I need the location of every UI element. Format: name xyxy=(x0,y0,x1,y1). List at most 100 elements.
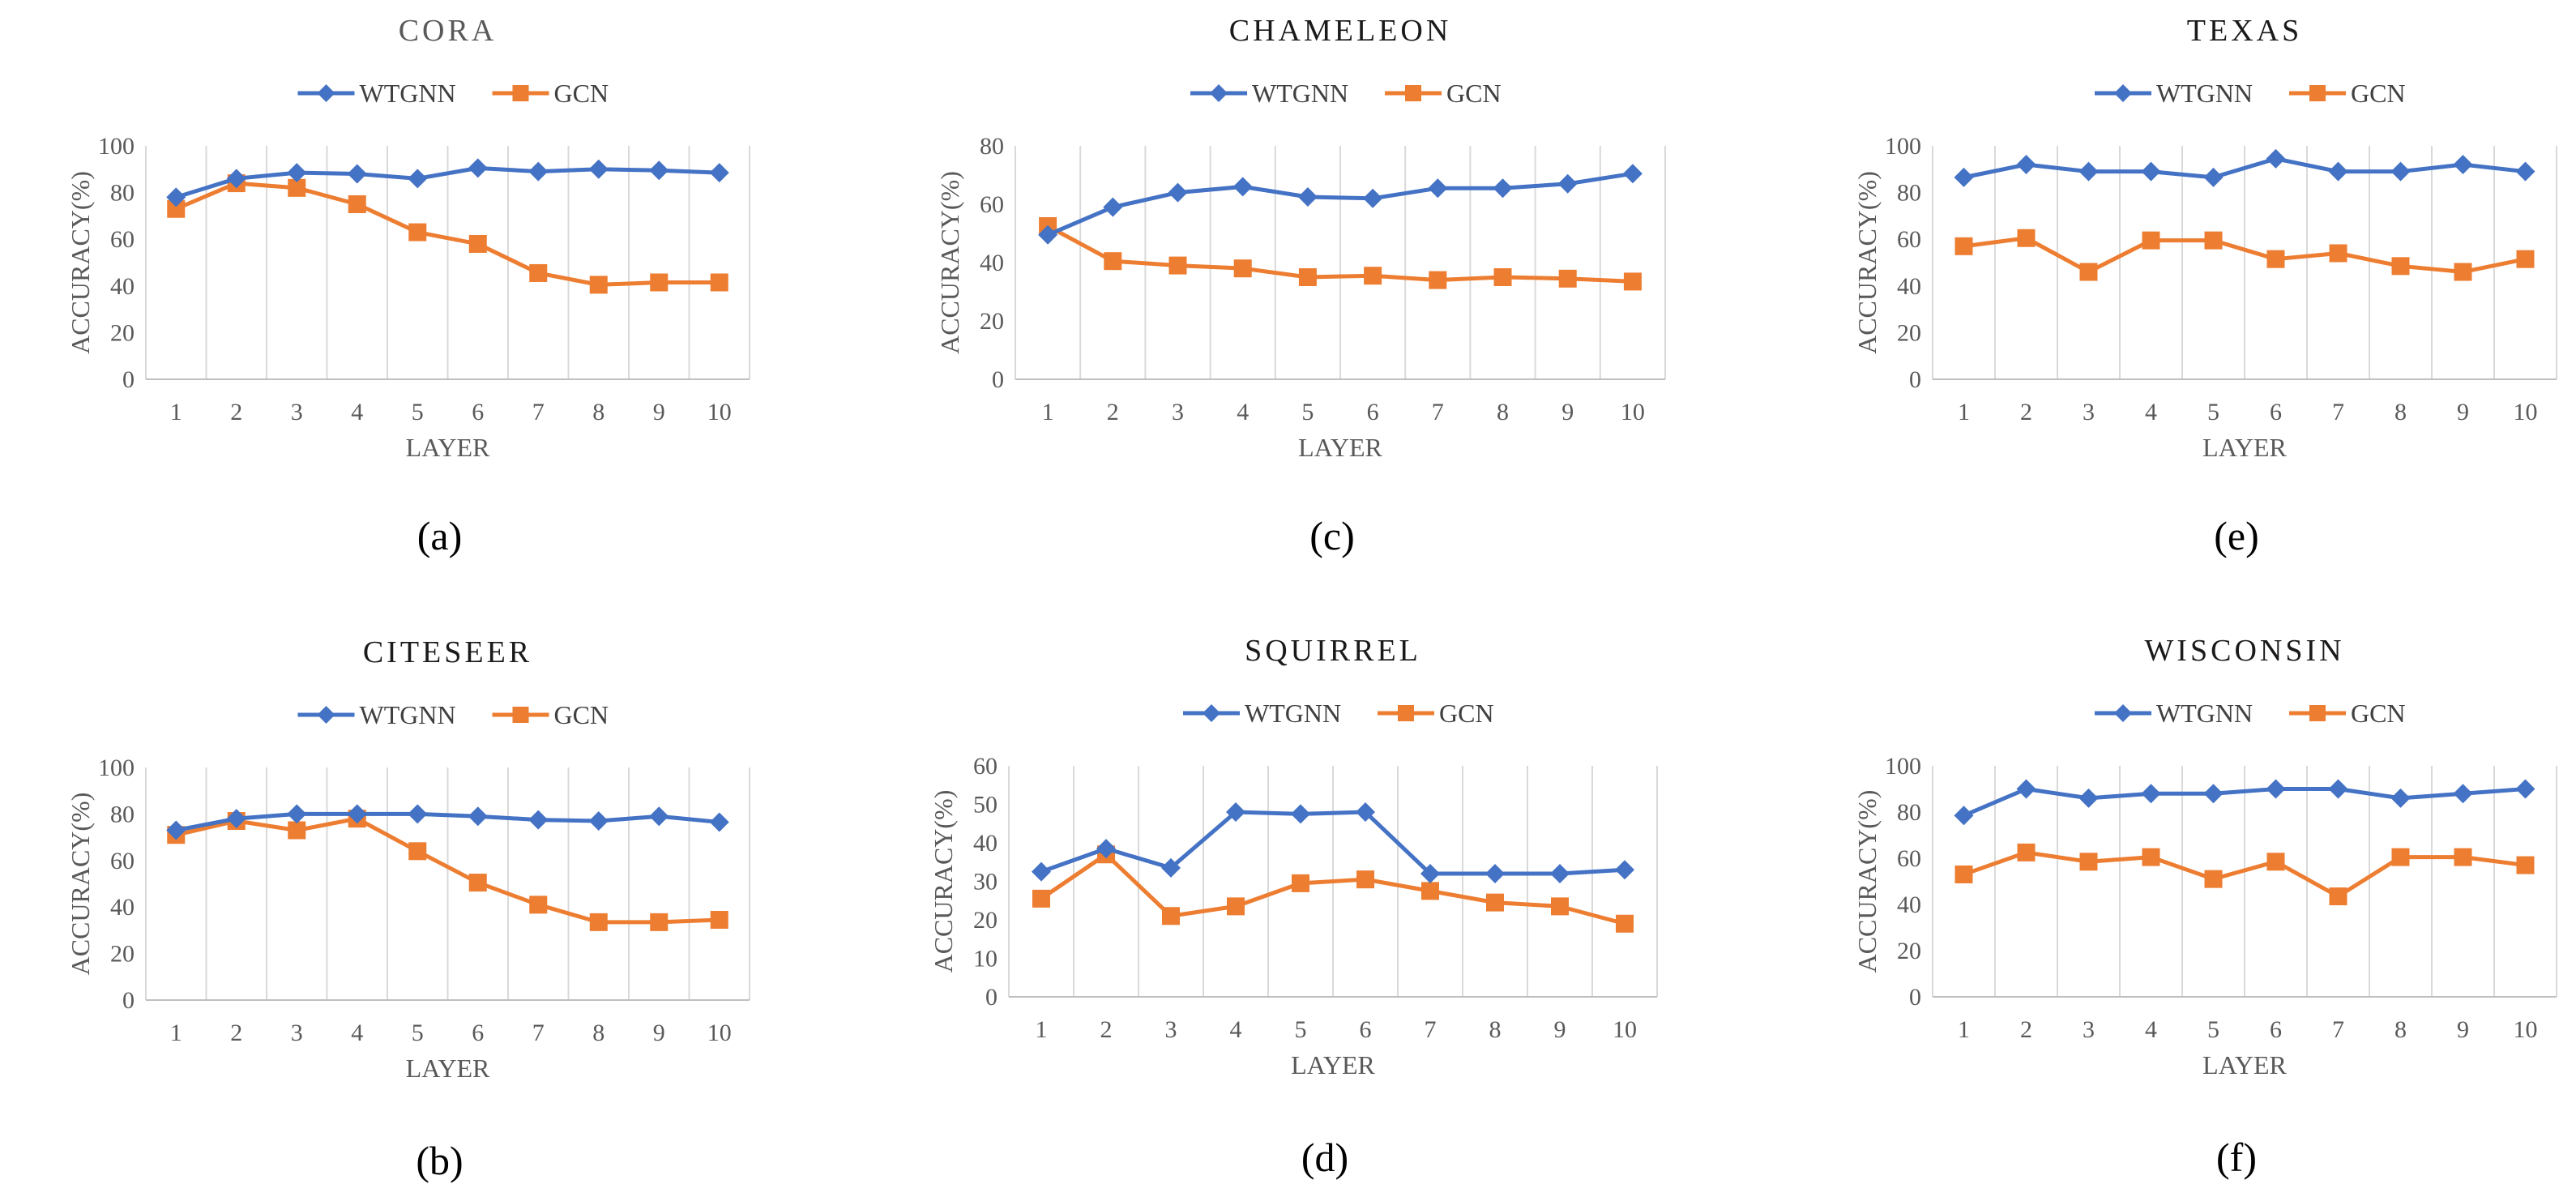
data-point-gcn xyxy=(589,913,608,931)
data-point-wtgnn xyxy=(2141,161,2161,182)
x-tick-label: 10 xyxy=(2514,1016,2538,1043)
series-line-gcn xyxy=(175,816,720,925)
y-tick-label: 40 xyxy=(110,273,135,300)
x-tick-label: 8 xyxy=(1489,1016,1502,1043)
data-point-wtgnn xyxy=(1356,802,1375,822)
legend-marker-wtgnn xyxy=(1210,84,1228,102)
legend-marker-gcn xyxy=(1405,85,1421,101)
x-tick-label: 1 xyxy=(1958,399,1970,425)
x-tick-label: 1 xyxy=(170,399,182,425)
legend-marker-gcn xyxy=(1398,705,1414,721)
data-point-wtgnn xyxy=(709,163,729,183)
data-point-wtgnn xyxy=(1557,173,1578,194)
legend-label-gcn: GCN xyxy=(1439,699,1494,728)
x-tick-label: 8 xyxy=(592,1020,604,1046)
data-point-gcn xyxy=(650,273,669,292)
data-point-wtgnn xyxy=(1615,860,1634,880)
series-gcn xyxy=(1954,843,2535,906)
data-point-gcn xyxy=(1104,252,1122,271)
data-point-wtgnn xyxy=(1363,188,1383,208)
data-point-gcn xyxy=(1616,914,1634,933)
legend: WTGNN GCN xyxy=(2095,699,2406,728)
data-point-gcn xyxy=(1364,267,1382,285)
data-point-wtgnn xyxy=(408,169,428,189)
x-tick-label: 2 xyxy=(2020,399,2032,425)
x-tick-label: 3 xyxy=(291,399,303,425)
data-point-gcn xyxy=(589,276,608,294)
data-point-wtgnn xyxy=(2453,784,2473,804)
y-tick-label: 80 xyxy=(1897,180,1921,207)
panel-caption: (c) xyxy=(1309,513,1355,558)
y-tick-label: 0 xyxy=(1909,984,1921,1011)
y-axis-label: ACCURACY(%) xyxy=(935,171,964,354)
x-tick-label: 5 xyxy=(412,1020,424,1046)
data-point-gcn xyxy=(468,874,487,892)
panel-caption: (f) xyxy=(2216,1135,2257,1180)
data-point-wtgnn xyxy=(709,812,729,832)
data-point-gcn xyxy=(2516,250,2535,268)
x-axis-label: LAYER xyxy=(2202,1050,2287,1079)
x-tick-label: 6 xyxy=(472,1020,484,1046)
data-point-wtgnn xyxy=(287,163,307,183)
chart-panel-texas: TEXAS WTGNN GCN 0 20 40 60 80 100 1 2 3 4 5 6 7 8 9 10 LAYE… xyxy=(1852,14,2557,558)
y-tick-label: 60 xyxy=(110,226,135,253)
data-point-wtgnn xyxy=(468,158,488,178)
data-point-wtgnn xyxy=(166,187,186,207)
x-axis-label: LAYER xyxy=(1298,433,1382,462)
panel-caption: (b) xyxy=(416,1138,463,1183)
data-point-gcn xyxy=(1168,256,1187,275)
x-tick-label: 2 xyxy=(1100,1016,1113,1043)
data-point-wtgnn xyxy=(649,806,669,827)
x-tick-label: 5 xyxy=(412,399,424,425)
data-point-wtgnn xyxy=(226,169,246,189)
x-tick-label: 6 xyxy=(472,399,484,425)
series-line-wtgnn xyxy=(1040,810,1625,876)
x-tick-label: 4 xyxy=(2145,1016,2157,1043)
data-point-wtgnn xyxy=(2390,788,2411,808)
y-tick-label: 100 xyxy=(98,133,135,160)
legend: WTGNN GCN xyxy=(297,79,609,108)
x-tick-label: 4 xyxy=(351,399,363,425)
x-tick-label: 5 xyxy=(1295,1016,1307,1043)
data-point-gcn xyxy=(1493,268,1512,286)
x-tick-label: 6 xyxy=(1367,399,1379,425)
y-tick-label: 20 xyxy=(1897,938,1921,964)
y-tick-label: 20 xyxy=(1897,319,1921,346)
x-tick-label: 6 xyxy=(2270,1016,2282,1043)
data-point-gcn xyxy=(408,223,427,242)
legend-marker-wtgnn xyxy=(2114,704,2132,722)
series-wtgnn xyxy=(1954,779,2535,826)
data-point-gcn xyxy=(2329,244,2347,263)
panel-caption: (d) xyxy=(1301,1135,1348,1180)
x-tick-label: 10 xyxy=(1621,399,1645,425)
legend-marker-gcn xyxy=(2309,85,2326,101)
data-point-gcn xyxy=(2079,263,2098,281)
series-line-gcn xyxy=(1963,850,2526,899)
legend-label-gcn: GCN xyxy=(2351,79,2406,108)
data-point-wtgnn xyxy=(1226,802,1245,822)
y-tick-label: 20 xyxy=(110,941,135,968)
data-point-gcn xyxy=(2391,848,2410,866)
series-line-wtgnn xyxy=(175,811,720,832)
data-point-gcn xyxy=(1227,897,1245,916)
y-tick-label: 60 xyxy=(1897,226,1921,253)
x-tick-label: 7 xyxy=(532,1020,545,1046)
data-point-gcn xyxy=(1954,865,1973,883)
x-tick-label: 7 xyxy=(2332,399,2344,425)
data-point-wtgnn xyxy=(2328,161,2348,182)
data-point-wtgnn xyxy=(2266,148,2286,169)
data-point-wtgnn xyxy=(1485,864,1505,883)
x-tick-label: 9 xyxy=(1561,399,1574,425)
data-point-gcn xyxy=(1486,893,1504,912)
x-tick-label: 2 xyxy=(2020,1016,2032,1043)
panel-caption: (e) xyxy=(2214,513,2259,558)
y-tick-label: 10 xyxy=(973,946,998,973)
legend-label-gcn: GCN xyxy=(554,79,609,108)
series-line-gcn xyxy=(175,181,720,287)
data-point-gcn xyxy=(1233,259,1252,278)
x-tick-label: 1 xyxy=(170,1020,182,1046)
data-point-wtgnn xyxy=(1103,197,1123,217)
x-axis-label: LAYER xyxy=(406,433,490,462)
x-tick-label: 10 xyxy=(707,399,732,425)
data-point-wtgnn xyxy=(408,804,428,824)
